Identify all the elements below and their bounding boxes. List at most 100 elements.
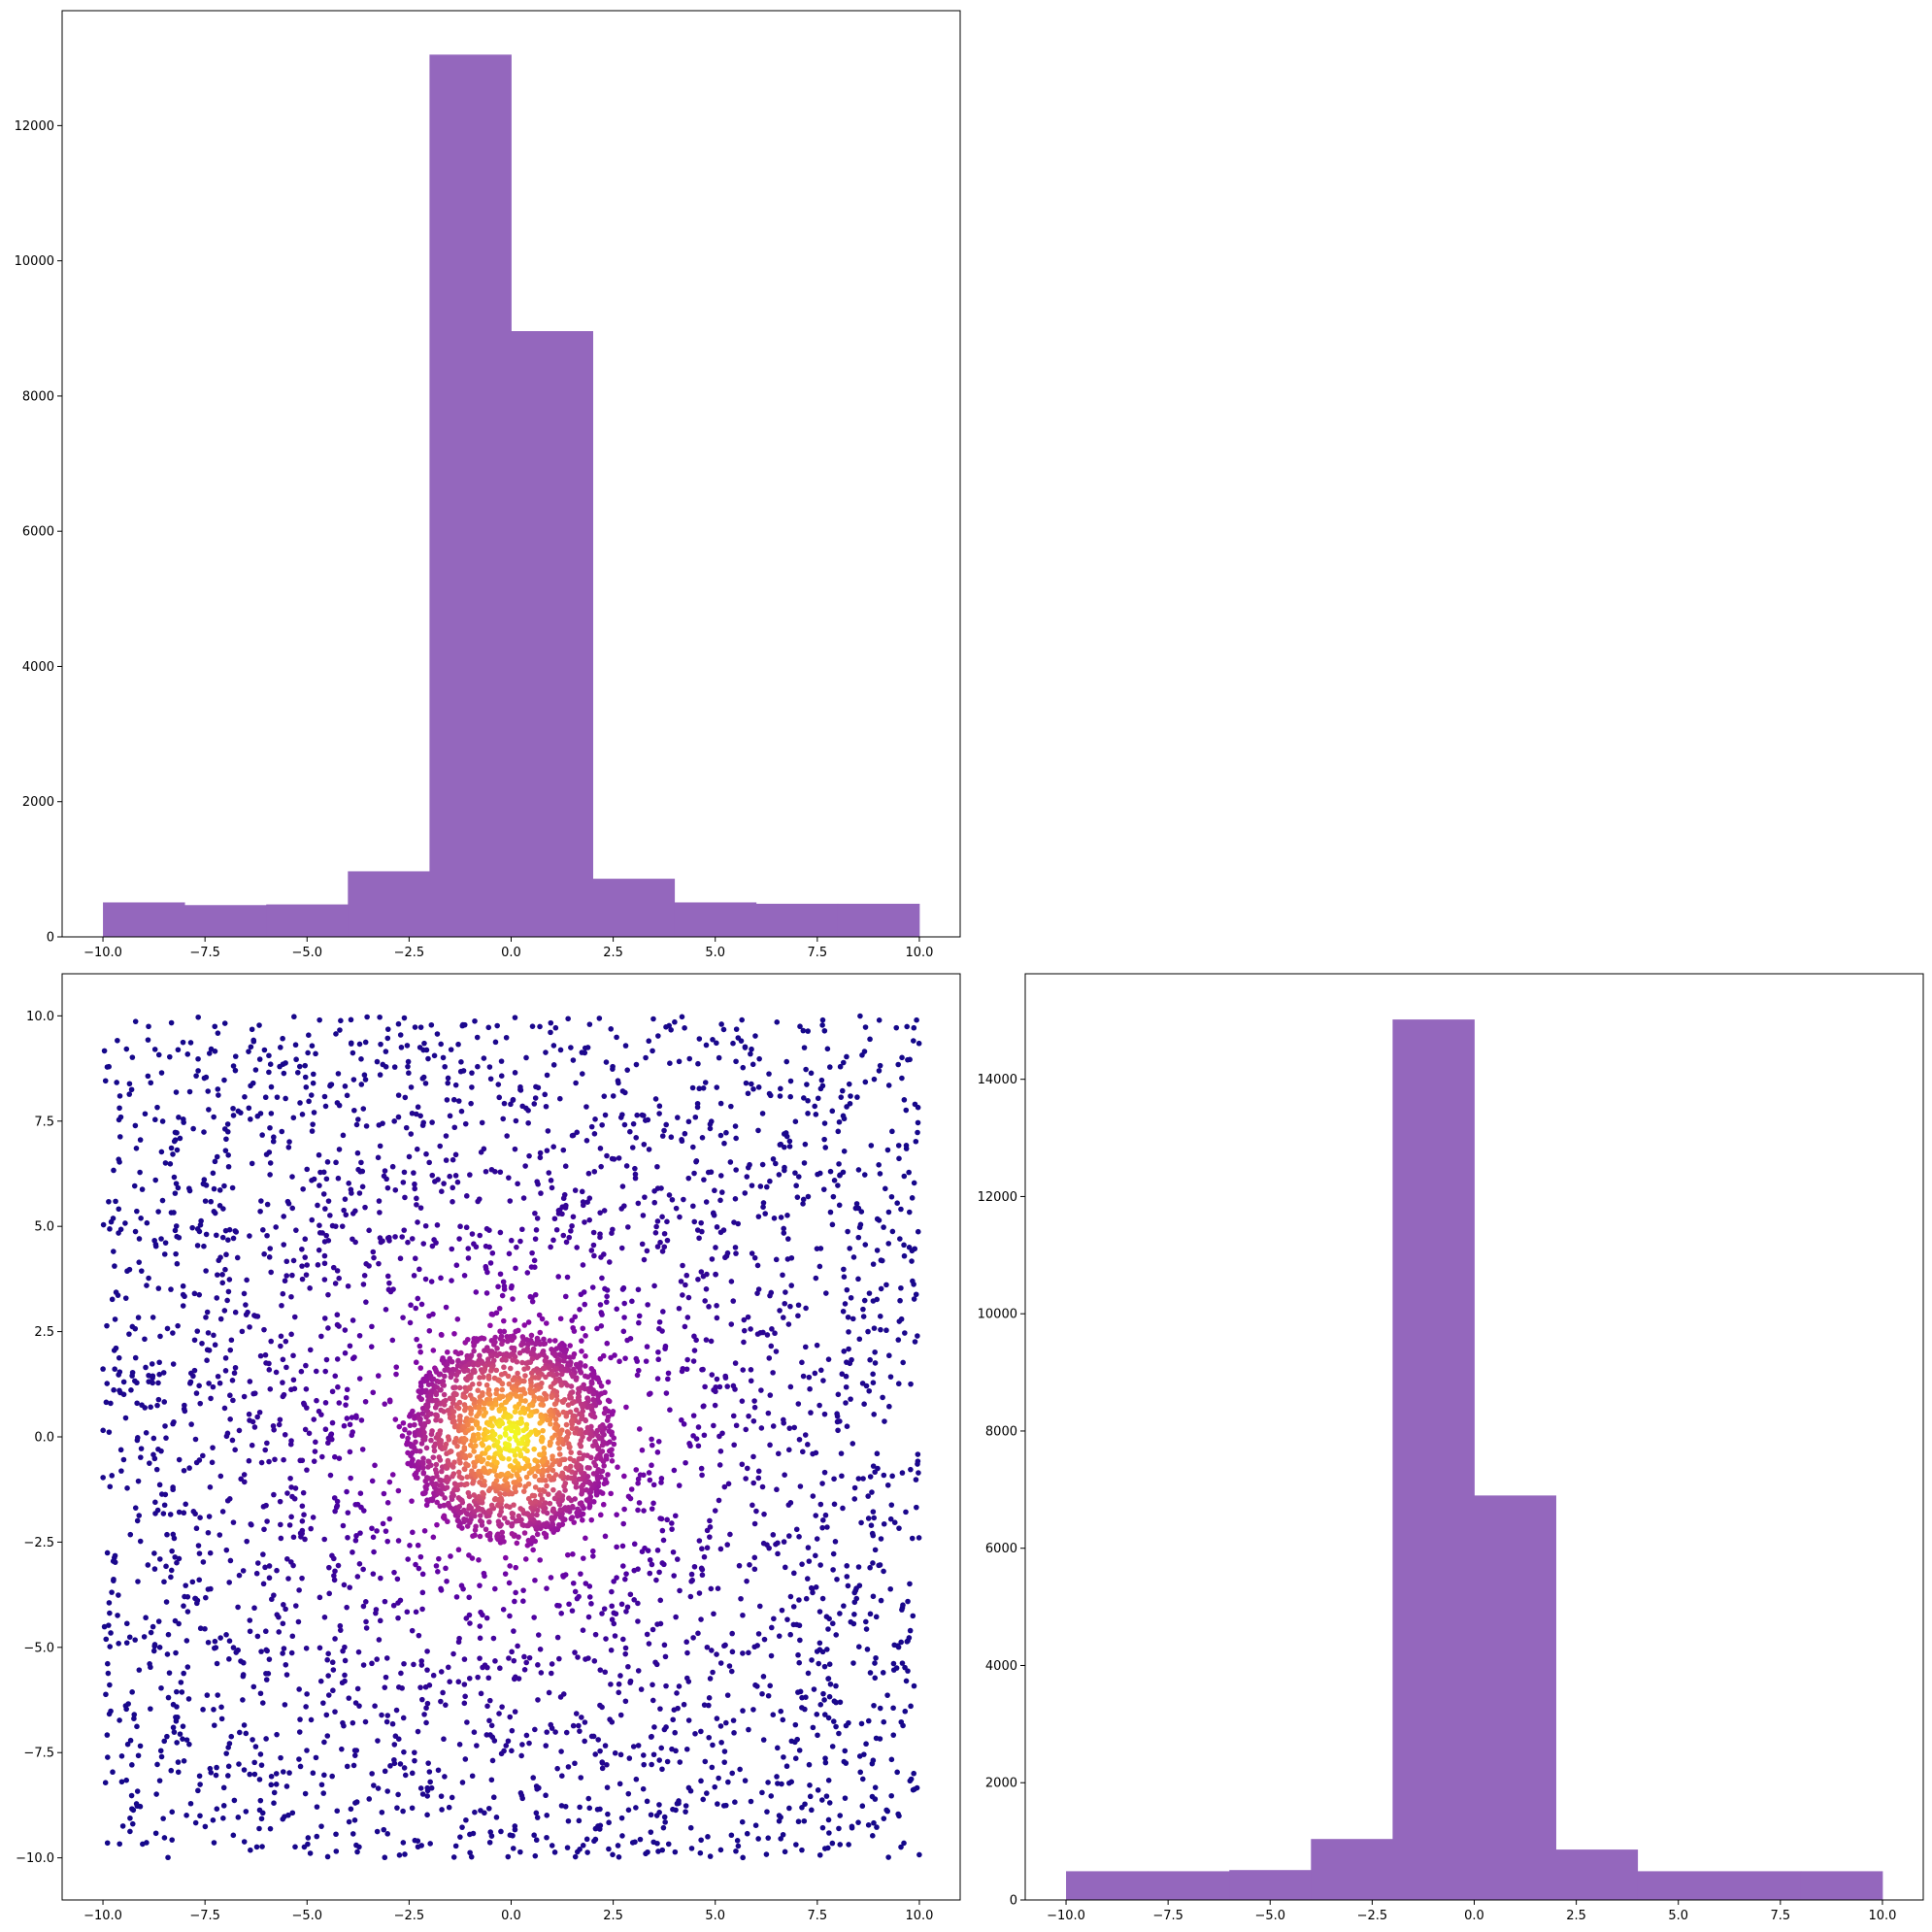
scatter-point [537, 1149, 544, 1156]
scatter-point [848, 1396, 853, 1402]
scatter-point [525, 1319, 532, 1325]
scatter-point [819, 1524, 825, 1531]
scatter-point [244, 1538, 250, 1545]
scatter-point [550, 1435, 555, 1441]
scatter-point [846, 1081, 852, 1087]
scatter-point [183, 1501, 188, 1508]
scatter-point [901, 1242, 907, 1249]
scatter-point [195, 1787, 201, 1794]
scatter-point [728, 1321, 735, 1327]
scatter-point [466, 1612, 473, 1618]
scatter-point [862, 1024, 869, 1030]
scatter-point [751, 1566, 758, 1573]
scatter-point [867, 1611, 874, 1617]
scatter-point [569, 1317, 575, 1323]
scatter-point [476, 1411, 482, 1417]
scatter-point [567, 1354, 573, 1360]
scatter-point [714, 1715, 720, 1721]
scatter-point [387, 1288, 394, 1295]
scatter-point [161, 1399, 168, 1405]
scatter-point [607, 1423, 613, 1429]
scatter-point [860, 1476, 866, 1482]
scatter-point [549, 1394, 555, 1400]
scatter-point [302, 1790, 309, 1797]
scatter-point [915, 1333, 920, 1339]
scatter-point [361, 1273, 368, 1279]
scatter-point [480, 1392, 485, 1398]
scatter-point [233, 1229, 240, 1235]
scatter-point [260, 1581, 267, 1587]
scatter-point [539, 1468, 546, 1474]
scatter-point [688, 1579, 694, 1584]
scatter-point [465, 1367, 471, 1374]
scatter-point [817, 1562, 823, 1568]
scatter-point [691, 1563, 698, 1570]
scatter-point [471, 1348, 477, 1354]
scatter-point [327, 1213, 333, 1218]
scatter-point [704, 1644, 711, 1650]
scatter-point [732, 1360, 739, 1366]
scatter-point [189, 1224, 195, 1231]
scatter-point [261, 1250, 267, 1257]
scatter-point [208, 1395, 214, 1402]
scatter-point [704, 1790, 710, 1796]
scatter-point [358, 1082, 365, 1087]
scatter-point [463, 1437, 469, 1443]
scatter-point [456, 1384, 463, 1391]
scatter-point [439, 1807, 445, 1813]
scatter-point [351, 1752, 358, 1758]
scatter-point [829, 1620, 836, 1627]
scatter-point [303, 1083, 310, 1090]
scatter-point [577, 1411, 583, 1417]
scatter-point [302, 1236, 309, 1243]
scatter-point [332, 1636, 338, 1642]
scatter-point [635, 1200, 642, 1207]
scatter-point [803, 1595, 810, 1602]
scatter-point [459, 1780, 466, 1785]
scatter-point [316, 1645, 323, 1651]
scatter-point [386, 1398, 393, 1405]
scatter-point [369, 1525, 375, 1532]
scatter-point [248, 1116, 253, 1122]
scatter-point [335, 1383, 341, 1390]
scatter-point [206, 1514, 213, 1519]
scatter-point [800, 1027, 807, 1034]
scatter-point [771, 1616, 777, 1622]
scatter-point [604, 1417, 611, 1423]
scatter-point [865, 1717, 872, 1724]
scatter-point [289, 1272, 295, 1279]
scatter-point [473, 1443, 479, 1449]
scatter-point [376, 1260, 382, 1267]
scatter-point [752, 1822, 759, 1828]
scatter-point [162, 1491, 169, 1498]
scatter-point [439, 1332, 445, 1338]
scatter-point [765, 1835, 772, 1841]
scatter-point [111, 1167, 117, 1174]
scatter-point [824, 1647, 830, 1652]
scatter-point [363, 1123, 370, 1129]
scatter-point [423, 1445, 430, 1451]
scatter-point [384, 1500, 391, 1506]
scatter-point [814, 1712, 820, 1717]
scatter-point [446, 1500, 451, 1507]
scatter-point [507, 1613, 513, 1619]
scatter-point [870, 1298, 877, 1304]
scatter-point [115, 1613, 120, 1618]
scatter-point [685, 1784, 692, 1791]
scatter-point [648, 1812, 654, 1818]
scatter-point [732, 1195, 739, 1202]
scatter-point [247, 1233, 252, 1239]
scatter-point [278, 1333, 284, 1340]
scatter-point [494, 1346, 500, 1351]
scatter-point [379, 1712, 384, 1718]
scatter-point [419, 1696, 425, 1703]
scatter-point [402, 1194, 408, 1201]
scatter-point [187, 1379, 194, 1385]
scatter-point [714, 1376, 720, 1382]
scatter-point [451, 1330, 457, 1337]
y-tick-label: −2.5 [23, 1536, 54, 1550]
scatter-point [278, 1754, 283, 1761]
scatter-point [443, 1565, 449, 1572]
scatter-point [627, 1591, 634, 1598]
scatter-point [675, 1115, 681, 1120]
